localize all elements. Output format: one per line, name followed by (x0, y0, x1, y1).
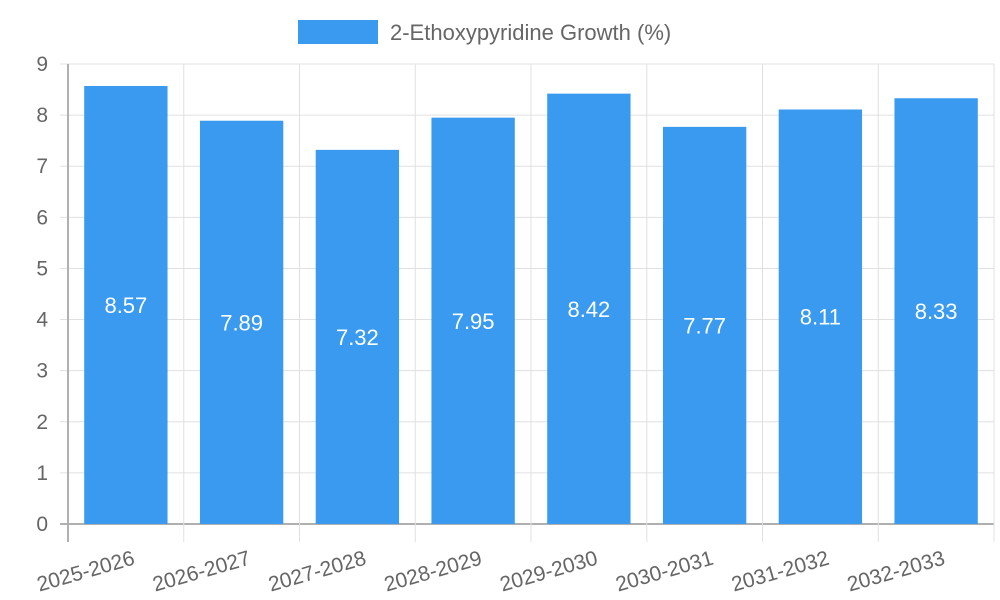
y-tick-label: 7 (36, 155, 48, 178)
bar[interactable] (431, 117, 515, 525)
y-axis: 0 1 2 3 4 5 6 7 8 9 (36, 53, 48, 536)
x-axis: 2025-2026 2026-2027 2027-2028 2028-2029 2029… (34, 547, 947, 597)
y-tick-label: 1 (36, 462, 48, 485)
bar-value-label: 7.77 (683, 313, 726, 338)
x-tick-label: 2026-2027 (150, 547, 253, 597)
bar[interactable] (662, 126, 747, 524)
bar[interactable] (199, 120, 284, 524)
x-tick-label: 2025-2026 (34, 547, 137, 597)
x-tick-label: 2031-2032 (729, 547, 832, 597)
legend-label: 2-Ethoxypyridine Growth (%) (390, 20, 671, 45)
bar-value-label: 7.89 (220, 310, 263, 335)
bar[interactable] (778, 109, 863, 524)
y-tick-label: 8 (36, 104, 48, 127)
x-tick-label: 2032-2033 (845, 547, 948, 597)
y-tick-label: 4 (36, 309, 48, 332)
legend-swatch (298, 20, 378, 44)
x-tick-label: 2028-2029 (382, 547, 485, 597)
y-tick-label: 5 (36, 257, 48, 280)
x-tick-label: 2027-2028 (266, 547, 369, 597)
bar-value-label: 8.42 (567, 297, 610, 322)
y-tick-label: 0 (36, 513, 48, 536)
bar[interactable] (894, 98, 978, 524)
bar-series: 8.57 7.89 7.32 7.95 8.42 7.77 8.11 8.33 (84, 85, 978, 525)
bar-value-label: 7.95 (452, 309, 495, 334)
y-tick-label: 3 (36, 360, 48, 383)
y-tick-label: 9 (36, 53, 48, 76)
bar[interactable] (84, 85, 168, 524)
bar-value-label: 8.57 (104, 293, 147, 318)
bar-value-label: 8.11 (800, 305, 841, 330)
y-tick-label: 6 (36, 206, 48, 229)
legend[interactable]: 2-Ethoxypyridine Growth (%) (298, 20, 671, 45)
bar[interactable] (547, 93, 631, 525)
bar-value-label: 7.32 (336, 325, 379, 350)
y-tick-label: 2 (36, 411, 48, 434)
x-tick-label: 2029-2030 (497, 547, 600, 597)
bar-value-label: 8.33 (915, 299, 958, 324)
x-tick-label: 2030-2031 (613, 547, 716, 597)
bar[interactable] (315, 149, 400, 524)
